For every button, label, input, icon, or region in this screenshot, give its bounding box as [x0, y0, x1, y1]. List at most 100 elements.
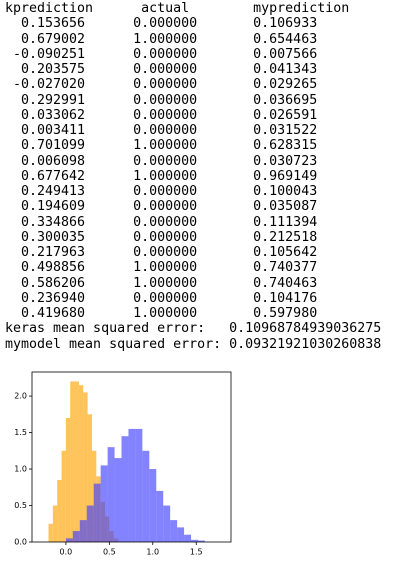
cell: 0.007566: [253, 46, 318, 62]
error-line: mymodel mean squared error: 0.09321921030…: [5, 337, 400, 352]
histogram-bar: [170, 520, 178, 542]
cell: 0.000000: [133, 290, 198, 306]
cell: 0.334866: [21, 214, 86, 230]
histogram-bar: [87, 414, 92, 542]
cell: 0.030723: [253, 153, 318, 169]
histogram-bar: [78, 385, 84, 542]
cell: 0.498856: [21, 260, 86, 276]
histogram-bar: [83, 392, 88, 542]
table-row: 0.003411 0.000000 0.031522: [5, 123, 400, 138]
table-row: 0.498856 1.000000 0.740377: [5, 260, 400, 275]
cell: 0.003411: [21, 123, 86, 138]
histogram-bar: [177, 527, 185, 542]
histogram-bar: [184, 534, 192, 542]
histogram-bar: [114, 458, 122, 542]
table-row: 0.153656 0.000000 0.106933: [5, 16, 400, 31]
table-row: 0.217963 0.000000 0.105642: [5, 245, 400, 260]
cell: 0.000000: [133, 229, 198, 245]
table-row: 0.292991 0.000000 0.036695: [5, 93, 400, 108]
histogram-bar: [70, 381, 75, 542]
histogram-bar: [156, 490, 164, 542]
table-row: 0.677642 1.000000 0.969149: [5, 169, 400, 184]
cell: -0.090251: [12, 46, 86, 62]
table-row: 0.033062 0.000000 0.026591: [5, 108, 400, 123]
cell: 0.000000: [133, 123, 198, 138]
cell: 0.419680: [21, 306, 86, 321]
histogram-bar: [48, 523, 53, 542]
column-header: actual: [141, 1, 190, 16]
cell: 0.036695: [253, 92, 318, 108]
error-label: keras mean squared error:: [5, 321, 206, 337]
cell: 0.597980: [253, 306, 318, 321]
cell: 0.105642: [253, 245, 318, 260]
cell: 1.000000: [133, 306, 198, 321]
x-tick-label: 1.0: [146, 548, 159, 557]
histogram-bar: [72, 531, 80, 542]
cell: 0.104176: [253, 290, 318, 306]
histogram-bar: [61, 450, 66, 542]
y-tick-label: 1.5: [14, 428, 27, 437]
histogram-bar: [57, 479, 62, 542]
cell: 0.000000: [133, 16, 198, 32]
error-line: keras mean squared error: 0.1096878493903…: [5, 321, 400, 336]
cell: 0.031522: [253, 123, 318, 138]
histogram-bar: [93, 483, 101, 542]
cell: 1.000000: [133, 31, 198, 47]
histogram-bar: [65, 538, 73, 542]
column-header: myprediction: [253, 1, 350, 16]
cell: 1.000000: [133, 260, 198, 276]
cell: 0.000000: [133, 245, 198, 260]
table-row: 0.006098 0.000000 0.030723: [5, 154, 400, 169]
cell: 0.000000: [133, 184, 198, 199]
cell: 0.300035: [21, 229, 86, 245]
table-row: 0.203575 0.000000 0.041343: [5, 62, 400, 77]
table-row: 0.249413 0.000000 0.100043: [5, 184, 400, 199]
cell: 0.654463: [253, 31, 318, 47]
y-tick-label: 0.0: [14, 538, 27, 547]
table-row: 0.701099 1.000000 0.628315: [5, 138, 400, 153]
cell: 0.677642: [21, 168, 86, 184]
cell: 0.000000: [133, 199, 198, 215]
cell: 0.035087: [253, 199, 318, 215]
cell: 0.203575: [21, 62, 86, 77]
histogram-bar: [149, 469, 157, 542]
histogram-bar: [142, 450, 150, 542]
cell: 0.000000: [133, 153, 198, 169]
histogram-bar: [163, 505, 171, 542]
table-row: 0.300035 0.000000 0.212518: [5, 230, 400, 245]
table-row: -0.027020 0.000000 0.029265: [5, 77, 400, 92]
cell: 0.292991: [21, 92, 86, 108]
cell: 0.701099: [21, 138, 86, 154]
x-tick-label: 0.5: [103, 548, 116, 557]
cell: 0.628315: [253, 138, 318, 154]
cell: 0.111394: [253, 214, 318, 230]
cell: 0.100043: [253, 184, 318, 199]
cell: 0.033062: [21, 107, 86, 123]
cell: 0.740463: [253, 275, 318, 291]
cell: 1.000000: [133, 168, 198, 184]
y-tick-label: 2.0: [14, 392, 27, 401]
histogram-bar: [86, 505, 94, 542]
cell: 0.969149: [253, 168, 318, 184]
cell: 0.000000: [133, 46, 198, 62]
histogram-bar: [191, 539, 198, 542]
table-row: 0.419680 1.000000 0.597980: [5, 306, 400, 321]
cell: 0.194609: [21, 199, 86, 215]
cell: 0.029265: [253, 77, 318, 93]
error-value: 0.09321921030260838: [229, 336, 382, 352]
cell: 0.153656: [21, 16, 86, 32]
cell: 0.006098: [21, 153, 86, 169]
cell: 0.106933: [253, 16, 318, 32]
table-row: -0.090251 0.000000 0.007566: [5, 47, 400, 62]
cell: 0.000000: [133, 107, 198, 123]
cell: 0.586206: [21, 275, 86, 291]
table-row: 0.679002 1.000000 0.654463: [5, 32, 400, 47]
cell: 0.679002: [21, 31, 86, 47]
y-tick-label: 1.0: [14, 465, 27, 474]
table-row: 0.334866 0.000000 0.111394: [5, 215, 400, 230]
cell: 0.740377: [253, 260, 318, 276]
cell: 1.000000: [133, 138, 198, 154]
histogram-bar: [79, 520, 87, 542]
